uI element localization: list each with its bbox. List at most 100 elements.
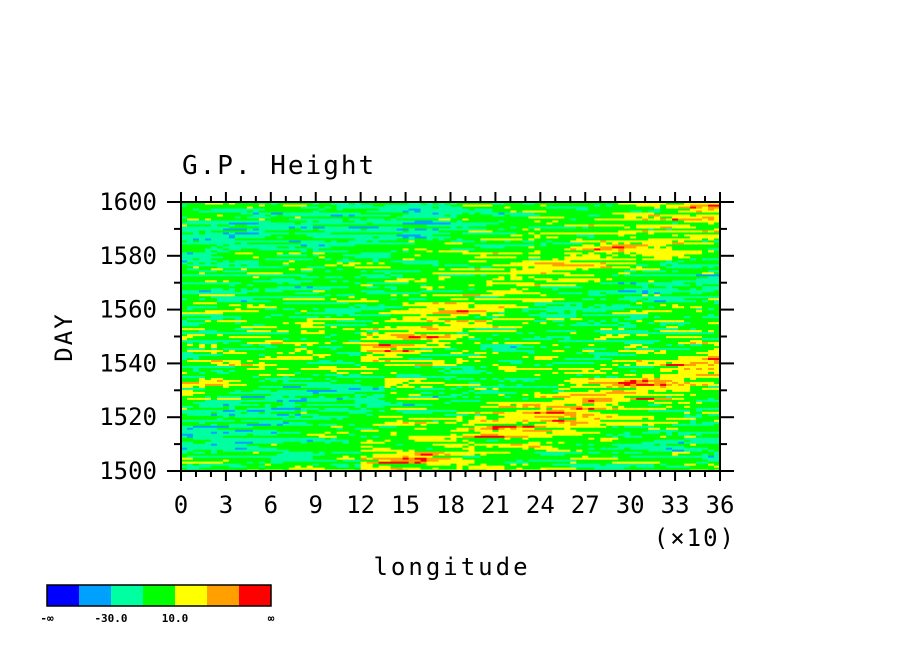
heatmap-cell — [342, 455, 350, 458]
heatmap-cell — [678, 405, 685, 408]
heatmap-cell — [606, 383, 613, 386]
heatmap-cell — [408, 457, 416, 460]
heatmap-cell — [528, 367, 535, 370]
heatmap-cell — [402, 449, 410, 452]
heatmap-cell — [270, 411, 278, 414]
heatmap-cell — [612, 399, 619, 402]
heatmap-cell — [630, 403, 637, 406]
heatmap-cell — [594, 431, 601, 434]
heatmap-cell — [336, 437, 344, 440]
heatmap-cell — [612, 463, 619, 466]
heatmap-cell — [522, 369, 529, 372]
heatmap-cell — [468, 459, 476, 462]
heatmap-cell — [240, 465, 248, 468]
heatmap-cell — [414, 415, 422, 418]
heatmap-cell — [348, 461, 356, 464]
heatmap-cell — [408, 427, 416, 430]
heatmap-cell — [714, 439, 721, 442]
heatmap-cell — [600, 443, 607, 446]
heatmap-cell — [390, 419, 398, 422]
heatmap-cell — [192, 421, 200, 424]
heatmap-cell — [378, 383, 386, 386]
heatmap-cell — [558, 443, 565, 446]
heatmap-cell — [498, 455, 505, 458]
heatmap-cell — [678, 399, 685, 402]
heatmap-cell — [402, 419, 410, 422]
heatmap-cell — [342, 457, 350, 460]
heatmap-cell — [210, 409, 218, 412]
heatmap-cell — [450, 453, 458, 456]
heatmap-cell — [558, 439, 565, 442]
heatmap-cell — [450, 417, 458, 420]
heatmap-cell — [480, 419, 488, 422]
heatmap-cell — [696, 419, 703, 422]
heatmap-cell — [588, 361, 595, 364]
heatmap-cell — [306, 461, 314, 464]
heatmap-cell — [684, 421, 691, 424]
heatmap-cell — [684, 423, 691, 426]
heatmap-cell — [600, 381, 607, 384]
heatmap-cell — [204, 411, 212, 414]
heatmap-cell — [432, 419, 440, 422]
heatmap-cell — [642, 467, 649, 470]
heatmap-cell — [294, 385, 302, 388]
heatmap-cell — [372, 395, 380, 398]
heatmap-cell — [642, 399, 649, 402]
heatmap-cell — [480, 421, 488, 424]
heatmap-cell — [186, 433, 194, 436]
heatmap-cell — [300, 423, 308, 426]
heatmap-cell — [606, 453, 613, 456]
heatmap-cell — [348, 403, 356, 406]
heatmap-cell — [522, 419, 529, 422]
heatmap-cell — [576, 377, 583, 380]
heatmap-cell — [318, 455, 326, 458]
heatmap-cell — [186, 453, 194, 456]
heatmap-cell — [336, 451, 344, 454]
heatmap-cell — [264, 359, 272, 362]
heatmap-cell — [552, 417, 559, 420]
heatmap-cell — [456, 467, 464, 470]
heatmap-cell — [318, 465, 326, 468]
heatmap-cell — [696, 435, 703, 438]
heatmap-cell — [372, 381, 380, 384]
heatmap-cell — [186, 427, 194, 430]
heatmap-cell — [588, 429, 595, 432]
heatmap-cell — [252, 409, 260, 412]
heatmap-cell — [672, 449, 679, 452]
heatmap-cell — [186, 367, 194, 370]
heatmap-cell — [642, 363, 649, 366]
heatmap-cell — [396, 467, 404, 470]
heatmap-cell — [204, 429, 212, 432]
heatmap-cell — [672, 459, 679, 462]
heatmap-cell — [354, 451, 362, 454]
heatmap-cell — [510, 361, 517, 364]
heatmap-cell — [684, 367, 691, 370]
heatmap-cell — [714, 463, 721, 466]
heatmap-cell — [606, 443, 613, 446]
heatmap-cell — [600, 445, 607, 448]
heatmap-cell — [462, 425, 470, 428]
heatmap-cell — [654, 375, 661, 378]
heatmap-cell — [474, 463, 482, 466]
heatmap-cell — [714, 455, 721, 458]
heatmap-cell — [186, 419, 194, 422]
heatmap-cell — [582, 441, 589, 444]
heatmap-cell — [450, 427, 458, 430]
heatmap-cell — [426, 411, 434, 414]
heatmap-cell — [708, 443, 715, 446]
heatmap-cell — [312, 455, 320, 458]
heatmap-cell — [648, 439, 655, 442]
heatmap-cell — [522, 457, 529, 460]
heatmap-cell — [594, 457, 601, 460]
heatmap-cell — [660, 459, 667, 462]
heatmap-cell — [558, 413, 565, 416]
heatmap-cell — [270, 443, 278, 446]
heatmap-cell — [474, 445, 482, 448]
heatmap-cell — [414, 437, 422, 440]
heatmap-cell — [234, 371, 242, 374]
heatmap-cell — [564, 407, 571, 410]
heatmap-cell — [294, 459, 302, 462]
heatmap-cell — [186, 363, 194, 366]
heatmap-cell — [558, 437, 565, 440]
heatmap-cell — [552, 423, 559, 426]
